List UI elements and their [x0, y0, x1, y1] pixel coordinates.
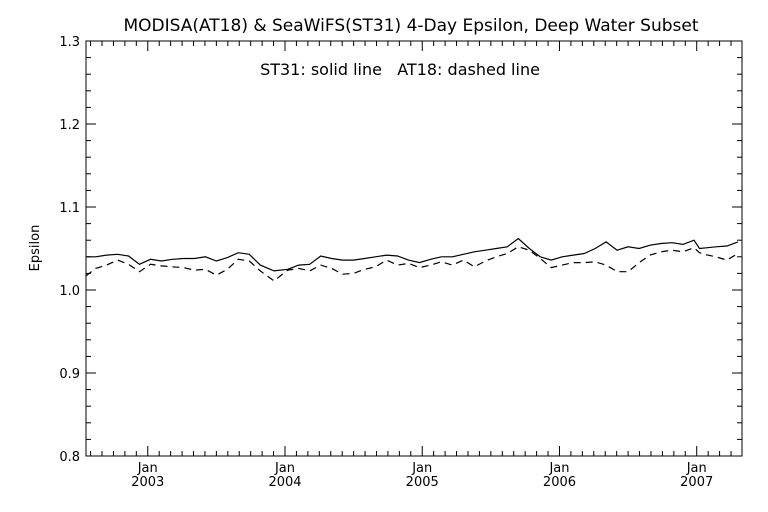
series-line-st31 — [86, 237, 739, 272]
y-tick-label: 1.1 — [59, 201, 80, 216]
x-tick-year-label: 2003 — [131, 475, 164, 490]
x-tick-month-label: Jan — [548, 461, 569, 476]
x-tick-month-label: Jan — [686, 461, 707, 476]
x-tick-year-label: 2007 — [680, 475, 713, 490]
series-line-at18 — [85, 246, 739, 282]
line-style-annotation: ST31: solid line AT18: dashed line — [260, 60, 540, 79]
plot-area: 0.80.91.01.11.21.3Jan2003Jan2004Jan2005J… — [59, 35, 743, 490]
chart-title: MODISA(AT18) & SeaWiFS(ST31) 4-Day Epsil… — [123, 16, 698, 36]
x-tick-month-label: Jan — [137, 461, 158, 476]
y-tick-label: 0.8 — [59, 450, 80, 465]
x-tick-month-label: Jan — [274, 461, 295, 476]
y-tick-label: 0.9 — [59, 367, 80, 382]
x-tick-year-label: 2006 — [543, 475, 576, 490]
y-tick-label: 1.3 — [59, 35, 80, 50]
x-tick-year-label: 2005 — [406, 475, 439, 490]
y-tick-label: 1.2 — [59, 118, 80, 133]
plot-frame — [85, 40, 743, 457]
y-axis-label: Epsilon — [28, 225, 43, 272]
y-tick-label: 1.0 — [59, 284, 80, 299]
x-tick-month-label: Jan — [411, 461, 432, 476]
x-tick-year-label: 2004 — [268, 475, 301, 490]
